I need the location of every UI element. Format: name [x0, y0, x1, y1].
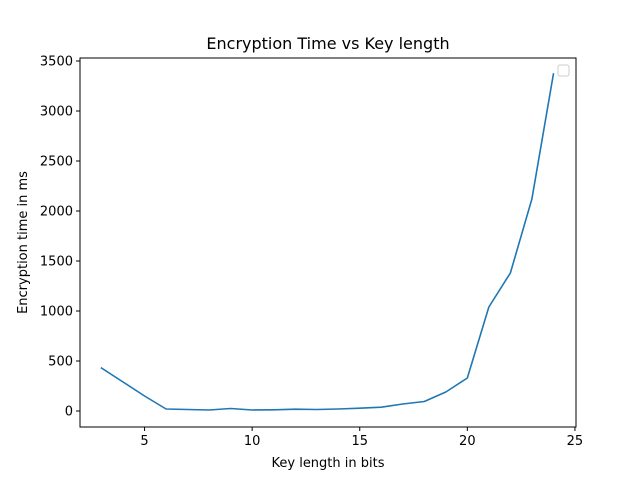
y-tick-label: 3500 [40, 55, 73, 70]
x-tick-label: 25 [567, 434, 584, 449]
legend-box [557, 64, 570, 77]
y-tick-label: 0 [65, 405, 73, 420]
plot-layer [100, 73, 555, 411]
y-tick-label: 2500 [40, 155, 73, 170]
y-axis: 0 500 1000 1500 2000 2500 3000 3500 [40, 55, 80, 420]
x-tick-label: 20 [459, 434, 476, 449]
x-tick-label: 5 [140, 434, 148, 449]
series-line [100, 73, 555, 411]
x-axis-label: Key length in bits [272, 456, 385, 471]
chart-title: Encryption Time vs Key length [206, 34, 449, 53]
y-tick-label: 2000 [40, 205, 73, 220]
x-tick-label: 15 [351, 434, 368, 449]
x-tick-label: 10 [244, 434, 261, 449]
y-tick-label: 1000 [40, 305, 73, 320]
y-axis-label: Encryption time in ms [16, 171, 31, 314]
x-axis: 5 10 15 20 25 [140, 427, 583, 449]
y-tick-label: 500 [48, 355, 73, 370]
plot-frame [79, 57, 577, 428]
y-tick-label: 1500 [40, 255, 73, 270]
y-tick-label: 3000 [40, 105, 73, 120]
